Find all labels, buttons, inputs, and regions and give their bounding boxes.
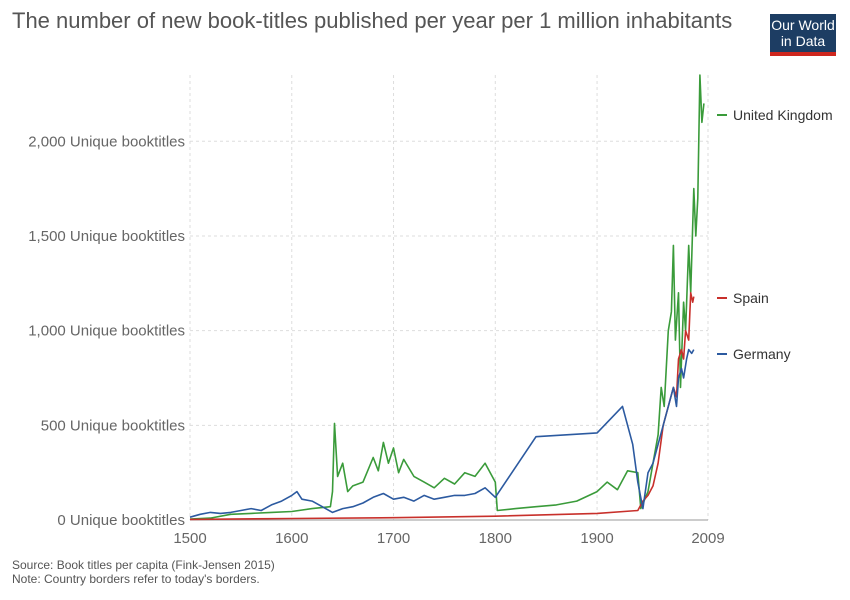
source-note: Source: Book titles per capita (Fink-Jen… — [12, 558, 275, 572]
series-lines — [189, 74, 705, 521]
y-tick-label: 0 Unique booktitles — [57, 512, 185, 529]
y-tick-label: 1,000 Unique booktitles — [28, 323, 185, 340]
y-tick-label: 500 Unique booktitles — [41, 417, 185, 434]
y-tick-label: 2,000 Unique booktitles — [28, 133, 185, 150]
x-axis-ticks: 1500 1600 1700 1800 1900 2009 — [173, 530, 724, 547]
x-tick-label: 1500 — [173, 530, 206, 547]
series-line-germany — [189, 348, 695, 518]
borders-note: Note: Country borders refer to today's b… — [12, 572, 260, 586]
x-tick-label: 1900 — [580, 530, 613, 547]
series-line-united-kingdom — [189, 74, 705, 520]
y-axis-ticks: 0 Unique booktitles 500 Unique booktitles… — [28, 133, 185, 529]
chart-title: The number of new book-titles published … — [12, 8, 733, 33]
logo-line2: in Data — [780, 33, 826, 49]
legend-label: Germany — [733, 346, 791, 362]
logo-line1: Our World — [771, 17, 835, 33]
x-tick-label: 1600 — [275, 530, 308, 547]
x-tick-label: 1800 — [479, 530, 512, 547]
x-tick-label: 2009 — [691, 530, 724, 547]
legend-label: United Kingdom — [733, 107, 833, 123]
legend: United Kingdom Spain Germany — [717, 107, 833, 362]
legend-label: Spain — [733, 290, 769, 306]
y-tick-label: 1,500 Unique booktitles — [28, 228, 185, 245]
footer: Source: Book titles per capita (Fink-Jen… — [12, 558, 275, 586]
series-line-spain — [189, 292, 695, 521]
owid-logo[interactable]: Our World in Data — [770, 14, 836, 56]
grid-lines — [189, 75, 709, 521]
x-tick-label: 1700 — [377, 530, 410, 547]
